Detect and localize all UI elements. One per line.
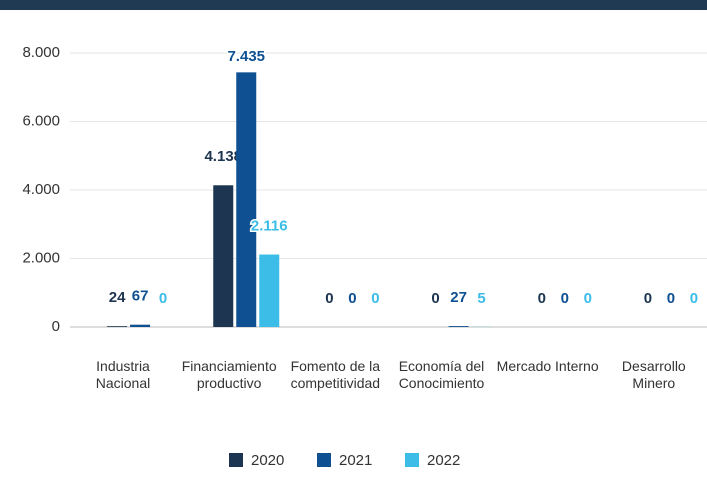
x-tick-label: Desarrollo Minero (621, 358, 686, 391)
x-tick-label: Mercado Interno (496, 358, 599, 374)
value-label: 0 (667, 290, 675, 307)
bar (213, 185, 234, 327)
value-label: 4.138 (204, 148, 242, 165)
value-label: 0 (348, 290, 356, 307)
value-label: 0 (325, 290, 333, 307)
header-strip (0, 0, 707, 10)
y-tick-label: 8.000 (22, 44, 60, 61)
value-label: 0 (561, 290, 569, 307)
x-tick-label: Industria Nacional (95, 358, 151, 391)
legend-label: 2020 (251, 452, 284, 469)
x-tick-label: Fomento de la competitividad (290, 358, 381, 391)
value-label: 24 (109, 289, 126, 306)
bar (130, 324, 151, 327)
legend-label: 2022 (427, 452, 460, 469)
value-label: 0 (584, 290, 592, 307)
value-label: 0 (644, 290, 652, 307)
value-label: 0 (371, 290, 379, 307)
value-label: 0 (159, 290, 167, 307)
y-tick-label: 4.000 (22, 181, 60, 198)
y-tick-label: 6.000 (22, 112, 60, 129)
legend-swatch (229, 453, 243, 467)
bar (107, 326, 128, 327)
legend-swatch (405, 453, 419, 467)
y-tick-label: 2.000 (22, 249, 60, 266)
value-label: 27 (450, 289, 467, 306)
x-tick-label: Economía del Conocimiento (398, 358, 485, 391)
legend-label: 2021 (339, 452, 372, 469)
bar (259, 254, 280, 327)
bar (448, 326, 469, 327)
value-label: 0 (538, 290, 546, 307)
legend-swatch (317, 453, 331, 467)
bar (236, 72, 257, 327)
value-label: 2.116 (251, 217, 288, 234)
x-tick-label: Financiamiento productivo (181, 358, 277, 391)
value-label: 7.435 (227, 48, 265, 65)
value-label: 0 (690, 290, 698, 307)
value-label: 5 (477, 290, 485, 307)
value-label: 0 (431, 290, 439, 307)
y-tick-label: 0 (52, 318, 60, 335)
value-label: 67 (132, 288, 149, 305)
